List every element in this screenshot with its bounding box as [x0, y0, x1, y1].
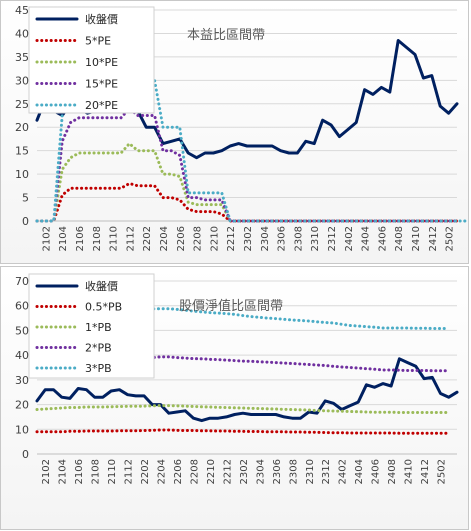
pe-xtick-label: 2106	[75, 226, 86, 251]
pb-ytick-label: 0	[22, 448, 29, 461]
pb-xtick-label: 2112	[124, 459, 135, 484]
pe-xtick-label: 2410	[411, 226, 422, 251]
pe-xtick-label: 2104	[58, 226, 69, 251]
pb-ytick-label: 10	[15, 423, 29, 436]
pe-xtick-label: 2304	[260, 226, 271, 251]
pe-legend-label: 5*PE	[85, 35, 111, 48]
pe-xtick-label: 2108	[92, 226, 103, 251]
pb-xtick-label: 2106	[74, 459, 85, 484]
pb-legend-box	[28, 273, 155, 379]
pe-xtick-label: 2306	[277, 226, 288, 251]
pe-xtick-label: 2208	[193, 226, 204, 251]
pe-ytick-label: 35	[15, 51, 29, 64]
pe-series-line-1	[35, 182, 459, 223]
pb-xtick-label: 2312	[321, 459, 332, 484]
pe-xtick-label: 2310	[310, 226, 321, 251]
pb-legend-label: 1*PB	[85, 321, 112, 334]
pe-title: 本益比區間帶	[187, 28, 265, 43]
pe-series-line-3	[35, 107, 459, 223]
pb-ytick-label: 70	[15, 275, 29, 288]
pb-legend-label: 0.5*PB	[85, 301, 122, 314]
pb-legend-label: 3*PB	[85, 362, 112, 375]
pb-xtick-label: 2308	[288, 459, 299, 484]
pe-xtick-label: 2110	[109, 226, 120, 251]
pe-series-line-4	[35, 71, 467, 223]
pb-xtick-label: 2306	[272, 459, 283, 484]
pb-ytick-label: 30	[15, 374, 29, 387]
pb-xtick-label: 2104	[58, 459, 69, 484]
pb-xtick-label: 2412	[420, 459, 431, 484]
pe-xtick-label: 2312	[327, 226, 338, 251]
pb-xtick-label: 2206	[173, 459, 184, 484]
pe-ytick-label: 0	[22, 215, 29, 228]
pb-xtick-label: 2210	[206, 459, 217, 484]
pe-ytick-label: 10	[15, 168, 29, 181]
pe-series-line-2	[35, 142, 459, 223]
pb-ytick-label: 20	[15, 399, 29, 412]
pb-xtick-label: 2212	[222, 459, 233, 484]
pb-xtick-label: 2304	[255, 459, 266, 484]
pb-series-line-3	[35, 355, 451, 373]
pb-xtick-label: 2404	[354, 459, 365, 484]
pb-xtick-label: 2502	[437, 459, 448, 484]
pb-xtick-label: 2408	[387, 459, 398, 484]
pb-xtick-label: 2310	[305, 459, 316, 484]
pb-xtick-label: 2402	[338, 459, 349, 484]
pe-xtick-label: 2502	[445, 226, 456, 251]
pe-xtick-label: 2302	[243, 226, 254, 251]
pe-band-chart: 0 5 10 15 20 25 30 35 40 45 2102 2104 2106 2108 2110 21…	[0, 0, 469, 264]
pb-xtick-label: 2302	[239, 459, 250, 484]
pe-xtick-label: 2212	[226, 226, 237, 251]
pb-xtick-label: 2108	[91, 459, 102, 484]
pb-legend-label: 收盤價	[85, 279, 118, 293]
pe-legend-label: 15*PE	[85, 78, 118, 91]
pb-xtick-label: 2110	[107, 459, 118, 484]
pb-xtick-label: 2208	[189, 459, 200, 484]
pe-legend-box	[28, 6, 155, 114]
pe-ytick-label: 5	[22, 192, 29, 205]
pe-xtick-label: 2206	[176, 226, 187, 251]
pb-xtick-label: 2410	[404, 459, 415, 484]
pb-xtick-label: 2102	[41, 459, 52, 484]
pe-ytick-label: 40	[15, 27, 29, 40]
pe-ytick-label: 25	[15, 98, 29, 111]
pe-xtick-label: 2102	[41, 226, 52, 251]
pb-series-line-1	[35, 428, 451, 435]
pb-xtick-label: 2202	[140, 459, 151, 484]
pb-band-chart-svg: 0 10 20 30 40 50 60 70 2102 2104 2106 2108 2110 2112 2…	[15, 273, 459, 484]
pe-ytick-label: 15	[15, 145, 29, 158]
pe-ytick-label: 45	[15, 4, 29, 17]
pe-ytick-label: 20	[15, 121, 29, 134]
pe-xtick-label: 2402	[344, 226, 355, 251]
pb-series-line-0	[35, 357, 459, 423]
pe-band-chart-svg: 0 5 10 15 20 25 30 35 40 45 2102 2104 2106 2108 2110 21…	[15, 4, 467, 251]
pe-ytick-label: 30	[15, 74, 29, 87]
pb-title: 股價淨值比區間帶	[179, 298, 283, 314]
pe-xtick-label: 2412	[428, 226, 439, 251]
pe-xtick-label: 2204	[159, 226, 170, 251]
pb-band-chart: 0 10 20 30 40 50 60 70 2102 2104 2106 2108 2110 2112 2…	[0, 266, 469, 530]
pb-ytick-label: 50	[15, 324, 29, 337]
pb-series-line-2	[35, 404, 451, 414]
pe-legend-label: 收盤價	[85, 12, 118, 26]
pe-legend-label: 20*PE	[85, 99, 118, 112]
pe-xtick-label: 2404	[361, 226, 372, 251]
pe-xtick-label: 2210	[209, 226, 220, 251]
pe-xtick-label: 2202	[142, 226, 153, 251]
pe-xtick-label: 2406	[377, 226, 388, 251]
pb-xtick-label: 2204	[157, 459, 168, 484]
pe-xtick-label: 2112	[125, 226, 136, 251]
pe-xtick-label: 2408	[394, 226, 405, 251]
pe-legend-label: 10*PE	[85, 56, 118, 69]
pb-xtick-label: 2406	[371, 459, 382, 484]
pb-legend-label: 2*PB	[85, 342, 112, 355]
pb-ytick-label: 40	[15, 349, 29, 362]
pb-ytick-label: 60	[15, 300, 29, 313]
pe-xtick-label: 2308	[293, 226, 304, 251]
